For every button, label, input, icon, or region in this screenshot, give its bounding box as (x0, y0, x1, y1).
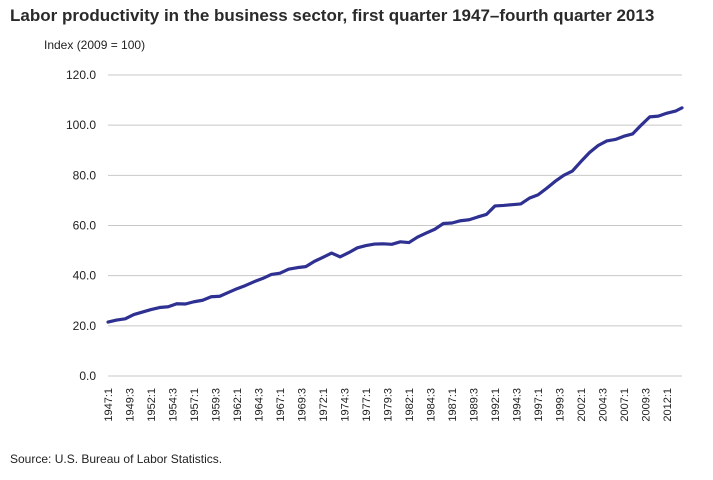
x-tick-label: 1949:3 (124, 388, 136, 422)
x-tick-label: 2004:3 (597, 388, 609, 422)
x-tick-label: 2002:1 (576, 388, 588, 422)
x-tick-label: 1999:3 (554, 388, 566, 422)
x-tick-label: 1967:1 (275, 388, 287, 422)
x-tick-label: 2009:3 (640, 388, 652, 422)
x-tick-label: 1964:3 (253, 388, 265, 422)
y-axis-unit-label: Index (2009 = 100) (44, 38, 146, 52)
series-layer (106, 106, 684, 324)
x-tick-label: 1982:1 (404, 388, 416, 422)
x-tick-label: 1972:1 (318, 388, 330, 422)
x-axis: 1947:1 1949:3 1952:1 1954:3 1957:1 1959:3 1962… (103, 388, 674, 422)
x-tick-label: 1947:1 (103, 388, 115, 422)
x-tick-label: 2012:1 (662, 388, 674, 422)
x-tick-label: 1994:3 (511, 388, 523, 422)
y-tick-label: 0.0 (79, 369, 96, 383)
y-tick-label: 80.0 (73, 168, 97, 182)
y-tick-label: 60.0 (73, 219, 97, 233)
x-tick-label: 1992:1 (490, 388, 502, 422)
y-tick-label: 100.0 (66, 118, 96, 132)
gridlines (108, 74, 682, 377)
y-tick-label: 20.0 (73, 319, 97, 333)
x-tick-label: 1997:1 (533, 388, 545, 422)
x-tick-label: 1962:1 (232, 388, 244, 422)
x-tick-label: 1974:3 (339, 388, 351, 422)
x-tick-label: 1989:3 (468, 388, 480, 422)
y-tick-label: 40.0 (73, 269, 97, 283)
x-tick-label: 1987:1 (447, 388, 459, 422)
x-tick-label: 1959:3 (210, 388, 222, 422)
y-axis: 0.0 20.0 40.0 60.0 80.0 100.0 120.0 (66, 68, 96, 383)
source-note: Source: U.S. Bureau of Labor Statistics. (10, 452, 223, 466)
x-tick-label: 1979:3 (382, 388, 394, 422)
x-tick-label: 1969:3 (296, 388, 308, 422)
x-tick-label: 1957:1 (189, 388, 201, 422)
series-line (106, 106, 684, 324)
x-tick-label: 1954:3 (167, 388, 179, 422)
x-tick-label: 2007:1 (619, 388, 631, 422)
x-tick-label: 1977:1 (361, 388, 373, 422)
y-tick-label: 120.0 (66, 68, 96, 82)
x-tick-label: 1984:3 (425, 388, 437, 422)
x-tick-label: 1952:1 (146, 388, 158, 422)
chart-title: Labor productivity in the business secto… (10, 6, 655, 25)
